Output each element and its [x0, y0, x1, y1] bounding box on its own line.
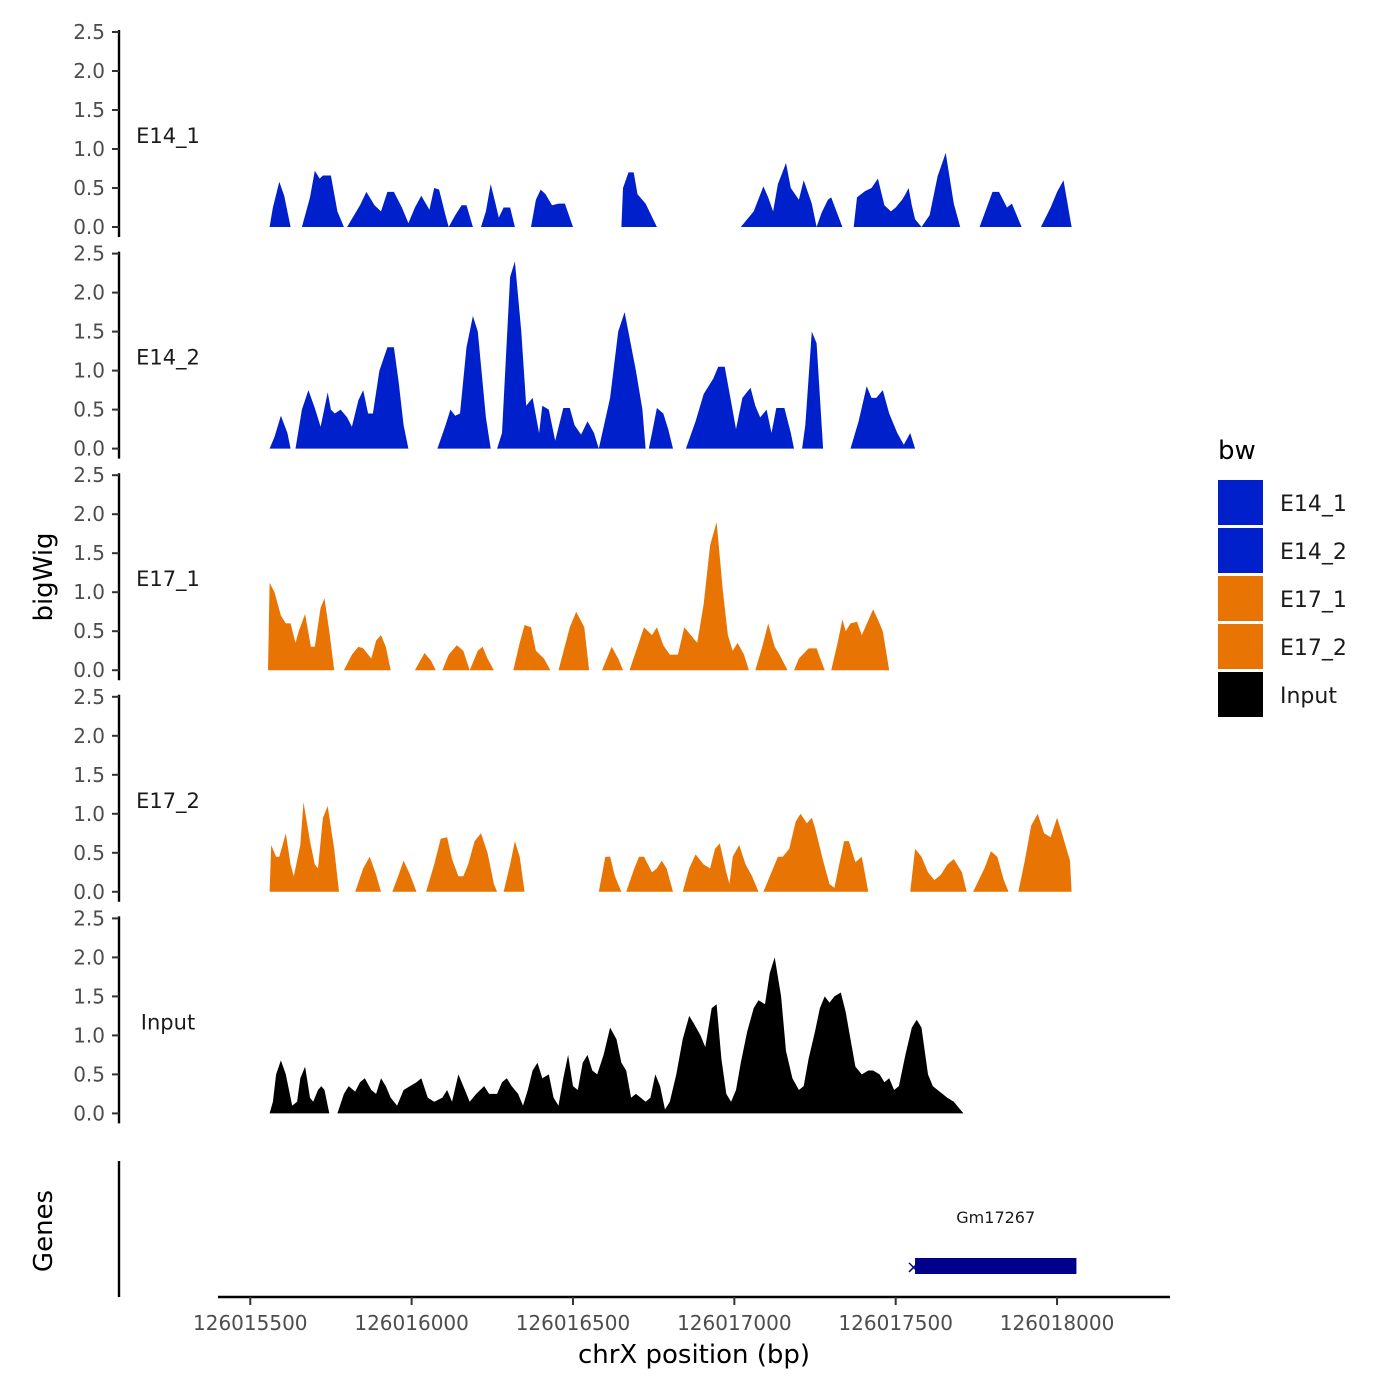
- signal-area-e14-1: [269, 152, 1072, 227]
- legend-swatch: [1218, 528, 1263, 573]
- legend-label: E17_2: [1280, 636, 1347, 661]
- y-tick-label: 1.0: [73, 580, 105, 604]
- legend-label: E14_1: [1280, 492, 1347, 517]
- y-tick-label: 2.5: [73, 242, 105, 266]
- legend-item-e14-1: E14_1: [1218, 480, 1347, 525]
- legend: bw E14_1 E14_2 E17_1 E17_2 Input: [1218, 436, 1347, 717]
- legend-swatch: [1218, 576, 1263, 621]
- gene-strand-marker: ×: [906, 1257, 921, 1278]
- y-tick-label: 0.0: [73, 658, 105, 682]
- y-tick-label: 1.5: [73, 763, 105, 787]
- y-tick-label: 0.5: [73, 176, 105, 200]
- y-tick-label: 2.0: [73, 945, 105, 969]
- x-axis: 126015500 126016000 126016500 126017000 1260…: [193, 1295, 1170, 1335]
- y-tick-label: 2.5: [73, 463, 105, 487]
- y-tick-label: 2.0: [73, 59, 105, 83]
- signal-area-input: [269, 957, 964, 1114]
- y-tick-label: 0.0: [73, 1101, 105, 1125]
- gene-label: Gm17267: [956, 1208, 1035, 1227]
- y-tick-label: 0.0: [73, 215, 105, 239]
- gene-gm17267: × Gm17267: [906, 1208, 1077, 1278]
- track-e17-2: 0.0 0.5 1.0 1.5 2.0 2.5 E17_2: [73, 685, 1072, 904]
- x-axis-title: chrX position (bp): [578, 1340, 810, 1370]
- y-tick-label: 2.0: [73, 502, 105, 526]
- y-tick-label: 0.0: [73, 880, 105, 904]
- y-tick-label: 0.5: [73, 1062, 105, 1086]
- x-tick-label: 126016000: [354, 1311, 469, 1335]
- y-tick-label: 1.5: [73, 541, 105, 565]
- track-e17-1: 0.0 0.5 1.0 1.5 2.0 2.5 E17_1: [73, 463, 890, 682]
- y-tick-label: 2.0: [73, 281, 105, 305]
- tracks-layer: 0.0 0.5 1.0 1.5 2.0 2.5 E14_1 0.0 0.5 1.0 1.5 2.0 2.…: [73, 20, 1072, 1125]
- x-tick-label: 126018000: [1000, 1311, 1115, 1335]
- legend-swatch: [1218, 480, 1263, 525]
- y-tick-label: 1.0: [73, 359, 105, 383]
- track-label: E14_1: [136, 124, 200, 149]
- y-tick-label: 1.0: [73, 802, 105, 826]
- signal-area-e17-2: [269, 802, 1072, 892]
- signal-area-e14-2: [269, 261, 916, 449]
- gene-body: [915, 1258, 1077, 1274]
- legend-label: E14_2: [1280, 540, 1347, 565]
- track-label: E17_1: [136, 567, 200, 592]
- x-tick-label: 126016500: [516, 1311, 631, 1335]
- y-tick-label: 2.5: [73, 906, 105, 930]
- y-tick-label: 1.0: [73, 1023, 105, 1047]
- legend-title: bw: [1218, 436, 1256, 466]
- y-tick-label: 1.5: [73, 98, 105, 122]
- track-input: 0.0 0.5 1.0 1.5 2.0 2.5 Input: [73, 906, 964, 1125]
- x-tick-label: 126017000: [677, 1311, 792, 1335]
- legend-label: E17_1: [1280, 588, 1347, 613]
- y-tick-label: 0.5: [73, 619, 105, 643]
- y-tick-label: 1.0: [73, 137, 105, 161]
- genes-axis-title: Genes: [29, 1190, 59, 1272]
- y-tick-label: 2.0: [73, 724, 105, 748]
- gene-panel: × Gm17267: [117, 1161, 1077, 1297]
- track-label: E17_2: [136, 789, 200, 814]
- y-tick-label: 0.0: [73, 437, 105, 461]
- legend-swatch: [1218, 672, 1263, 717]
- y-axis-title: bigWig: [29, 532, 59, 621]
- track-label: Input: [141, 1010, 195, 1034]
- signal-area-e17-1: [268, 522, 890, 671]
- track-e14-2: 0.0 0.5 1.0 1.5 2.0 2.5 E14_2: [73, 242, 916, 461]
- legend-item-e17-2: E17_2: [1218, 624, 1347, 669]
- y-tick-label: 2.5: [73, 20, 105, 44]
- y-tick-label: 1.5: [73, 984, 105, 1008]
- y-tick-label: 1.5: [73, 320, 105, 344]
- legend-item-e14-2: E14_2: [1218, 528, 1347, 573]
- legend-item-input: Input: [1218, 672, 1337, 717]
- track-e14-1: 0.0 0.5 1.0 1.5 2.0 2.5 E14_1: [73, 20, 1072, 239]
- x-tick-label: 126017500: [838, 1311, 953, 1335]
- x-tick-label: 126015500: [193, 1311, 308, 1335]
- legend-item-e17-1: E17_1: [1218, 576, 1347, 621]
- legend-swatch: [1218, 624, 1263, 669]
- legend-label: Input: [1280, 684, 1337, 709]
- track-label: E14_2: [136, 346, 200, 371]
- y-tick-label: 0.5: [73, 398, 105, 422]
- y-tick-label: 0.5: [73, 841, 105, 865]
- y-tick-label: 2.5: [73, 685, 105, 709]
